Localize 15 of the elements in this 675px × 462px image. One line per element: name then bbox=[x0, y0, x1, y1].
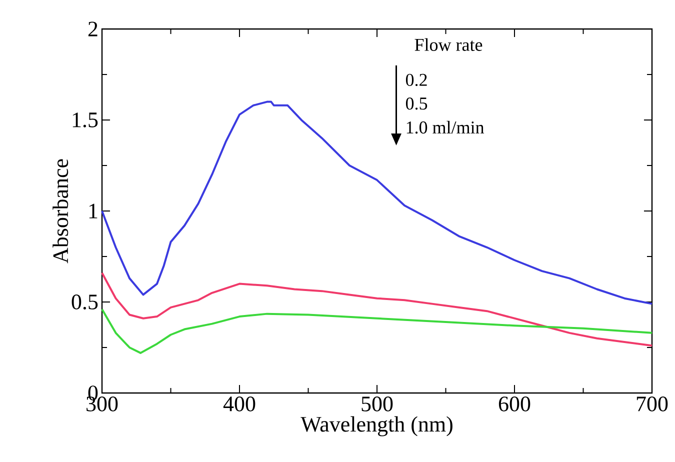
y-tick-label: 1 bbox=[89, 204, 98, 218]
x-tick-label: 500 bbox=[362, 396, 393, 412]
line-series bbox=[101, 308, 653, 354]
annotation: 1.0 ml/min bbox=[406, 120, 484, 134]
annotation: 0.2 bbox=[406, 74, 427, 86]
y-tick-label: 2 bbox=[88, 22, 98, 36]
annotation: 0.5 bbox=[406, 98, 428, 110]
x-axis-title: Wavelength (nm) bbox=[300, 416, 452, 436]
y-axis-title: Absorbance bbox=[52, 159, 68, 264]
x-tick-label: 600 bbox=[498, 396, 530, 412]
x-tick-label: 400 bbox=[223, 396, 256, 412]
annotation: Flow rate bbox=[414, 38, 482, 51]
y-tick-label: 1.5 bbox=[72, 112, 98, 128]
x-tick-label: 700 bbox=[636, 396, 668, 412]
y-tick-label: 0.5 bbox=[72, 294, 98, 310]
